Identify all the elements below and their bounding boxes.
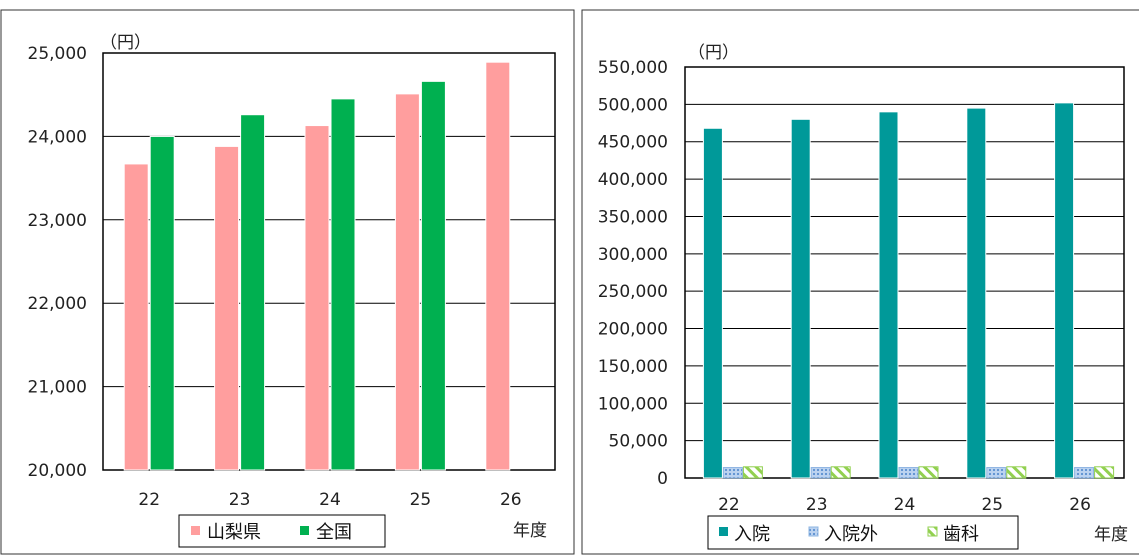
y-tick-label: 25,000: [28, 44, 87, 64]
x-tick-label: 25: [981, 495, 1003, 515]
x-axis-label: 年度: [1094, 525, 1128, 545]
x-tick-label: 22: [138, 490, 160, 510]
y-tick-label: 22,000: [28, 294, 87, 314]
bar-入院外-22: [722, 467, 743, 479]
legend-label: 入院: [734, 524, 770, 545]
bar-山梨県-22: [123, 163, 149, 471]
bar-入院-23: [790, 118, 811, 479]
x-tick-label: 24: [894, 495, 916, 515]
y-tick-label: 150,000: [598, 357, 668, 377]
right-panel-frame: [581, 9, 1139, 555]
legend-label: 入院外: [824, 524, 878, 545]
bar-歯科-22: [742, 466, 763, 479]
legend-label: 歯科: [943, 524, 979, 545]
legend-swatch-全国: [300, 526, 309, 535]
bar-入院外-25: [986, 467, 1007, 479]
y-tick-label: 250,000: [598, 282, 668, 302]
bar-入院外-24: [898, 467, 919, 479]
legend: 入院 入院外 歯科: [707, 515, 1019, 550]
inpatient-outpatient-dental-chart: 0 50,000 100,000 150,000 200,000 250,000 300,0…: [598, 43, 1128, 550]
y-tick-label: 24,000: [28, 127, 87, 147]
y-tick-label: 300,000: [598, 245, 668, 265]
y-tick-label: 50,000: [609, 432, 668, 452]
legend-label: 山梨県: [207, 522, 261, 543]
y-tick-label: 200,000: [598, 320, 668, 340]
bar-全国-22: [149, 135, 175, 471]
y-tick-label: 350,000: [598, 207, 668, 227]
plot-area: [684, 66, 1125, 479]
y-tick-label: 450,000: [598, 133, 668, 153]
bar-入院-26: [1054, 102, 1075, 479]
x-tick-label: 23: [806, 495, 828, 515]
legend-swatch-歯科: [927, 526, 938, 537]
y-tick-label: 23,000: [28, 211, 87, 231]
bar-全国-24: [330, 98, 356, 471]
y-tick-label: 500,000: [598, 95, 668, 115]
bar-入院外-26: [1074, 467, 1095, 479]
bar-山梨県-23: [214, 145, 240, 471]
bar-入院-22: [702, 127, 723, 479]
legend: 山梨県 全国: [178, 514, 386, 548]
x-tick-label: 24: [319, 490, 341, 510]
x-axis-label: 年度: [513, 521, 547, 541]
legend-swatch-入院外: [808, 526, 819, 537]
bar-入院外-23: [810, 467, 831, 479]
bar-全国-25: [420, 80, 446, 471]
bar-全国-23: [240, 114, 266, 471]
y-tick-label: 400,000: [598, 170, 668, 190]
y-tick-label: 21,000: [28, 378, 87, 398]
x-tick-label: 26: [500, 490, 522, 510]
bar-歯科-25: [1006, 466, 1027, 479]
legend-box: [707, 515, 1019, 550]
bar-入院-24: [878, 111, 899, 479]
left-panel-frame: [0, 9, 575, 555]
x-tick-label: 26: [1069, 495, 1091, 515]
bar-山梨県-24: [304, 125, 330, 471]
unit-label: （円）: [688, 43, 739, 63]
bar-山梨県-25: [394, 93, 420, 471]
y-tick-label: 0: [657, 469, 668, 489]
bar-歯科-23: [830, 466, 851, 479]
bar-山梨県-26: [485, 61, 511, 471]
bar-歯科-26: [1094, 466, 1115, 479]
legend-swatch-山梨県: [191, 526, 200, 535]
y-tick-label: 550,000: [598, 58, 668, 78]
legend-box: [178, 514, 386, 548]
x-tick-label: 22: [718, 495, 740, 515]
legend-label: 全国: [316, 522, 352, 543]
yamanashi-vs-national-chart: 20,000 21,000 22,000 23,000 24,000 25,000 （円） 2…: [28, 33, 556, 548]
bar-歯科-24: [918, 466, 939, 479]
bar-入院-25: [966, 107, 987, 479]
legend-swatch-入院: [719, 527, 728, 536]
x-tick-label: 23: [229, 490, 251, 510]
unit-label: （円）: [100, 33, 151, 53]
y-tick-label: 100,000: [598, 394, 668, 414]
x-tick-label: 25: [410, 490, 432, 510]
y-tick-label: 20,000: [28, 461, 87, 481]
